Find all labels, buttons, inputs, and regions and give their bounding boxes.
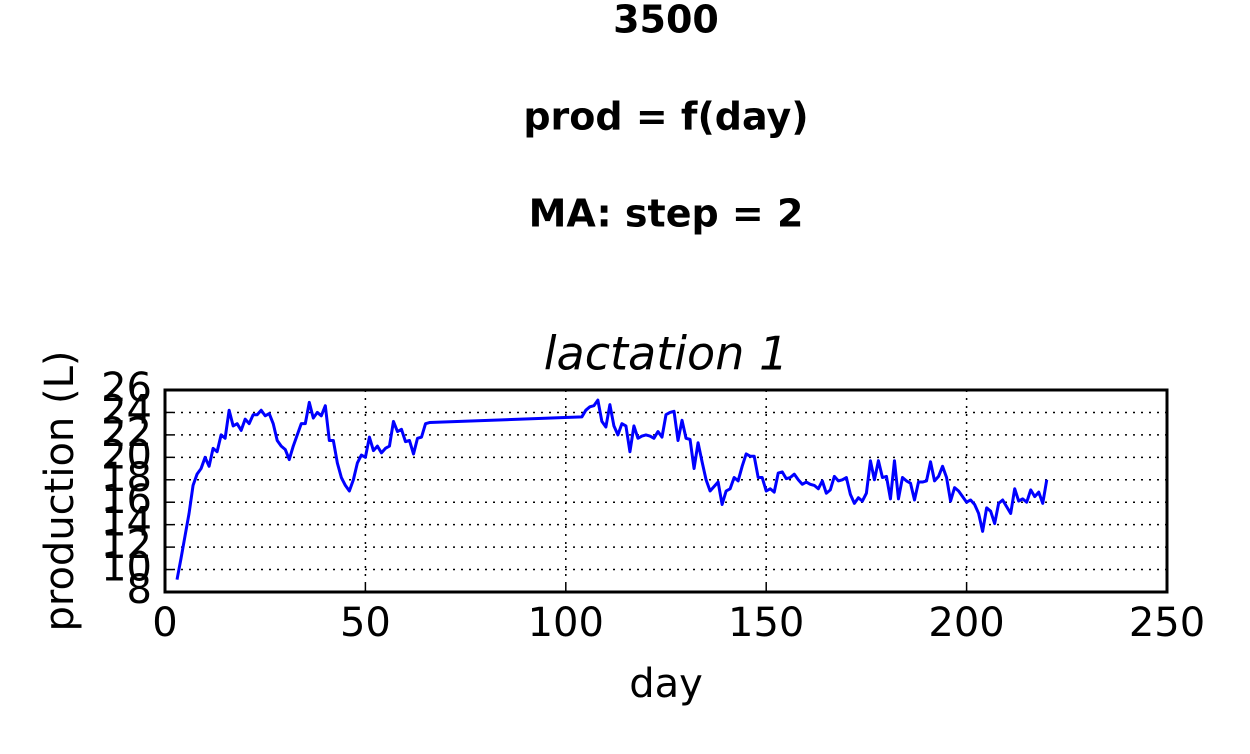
suptitle: 3500 (613, 0, 719, 42)
y-tick-label: 18 (101, 455, 152, 501)
y-axis-label: production (L) (37, 351, 83, 632)
y-tick-label: 14 (101, 500, 152, 546)
suptitle: prod = f(day) (523, 95, 808, 139)
x-tick-label: 150 (728, 600, 804, 646)
data-line (175, 398, 1049, 580)
y-tick-label: 24 (101, 387, 152, 433)
x-tick-label: 200 (928, 600, 1004, 646)
x-tick-label: 50 (340, 600, 391, 646)
y-tick-label: 8 (127, 567, 152, 613)
y-tick-label: 12 (101, 522, 152, 568)
y-tick-label: 26 (101, 365, 152, 411)
x-tick-label: 0 (152, 600, 177, 646)
suptitle: MA: step = 2 (529, 192, 804, 236)
x-tick-label: 100 (528, 600, 604, 646)
plot-frame (163, 388, 1169, 594)
chart-title: lactation 1 (544, 327, 789, 381)
y-tick-label: 22 (101, 410, 152, 456)
x-axis-label: day (629, 661, 703, 707)
y-tick-label: 10 (101, 545, 152, 591)
x-tick-label: 250 (1129, 600, 1205, 646)
y-tick-label: 16 (101, 477, 152, 523)
y-tick-label: 20 (101, 432, 152, 478)
